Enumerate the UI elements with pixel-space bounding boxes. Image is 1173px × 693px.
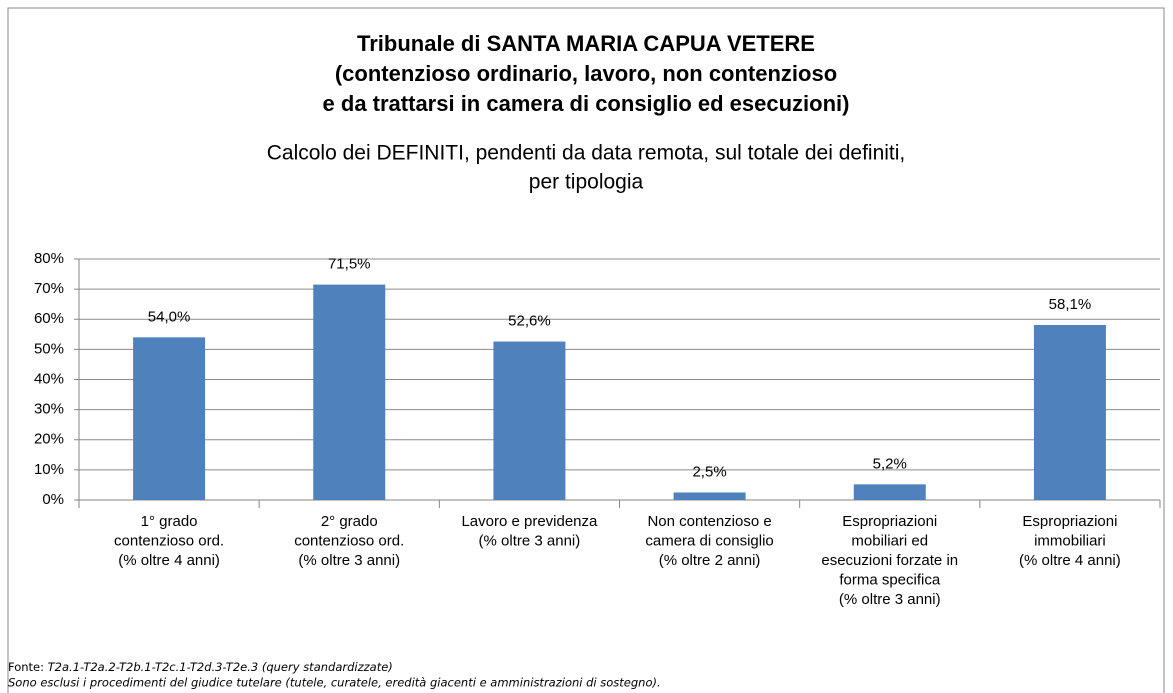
x-tick-label: (% oltre 4 anni) — [118, 552, 220, 569]
value-label: 2,5% — [692, 463, 726, 480]
x-tick-label: contenzioso ord. — [114, 532, 224, 549]
bar — [133, 337, 206, 500]
bar — [853, 484, 926, 500]
x-tick-label: Non contenzioso e — [647, 513, 771, 530]
chart-title: e da trattarsi in camera di consiglio ed… — [323, 91, 850, 116]
x-tick-label: contenzioso ord. — [294, 532, 404, 549]
x-tick-label: forma specifica — [839, 571, 941, 588]
bar — [673, 492, 746, 500]
x-tick-label: (% oltre 2 anni) — [659, 552, 761, 569]
y-tick-label: 30% — [34, 401, 64, 418]
y-tick-label: 10% — [34, 461, 64, 478]
value-label: 52,6% — [508, 313, 551, 330]
x-tick-label: camera di consiglio — [645, 532, 773, 549]
value-label: 5,2% — [873, 455, 907, 472]
y-tick-label: 0% — [42, 491, 64, 508]
y-tick-label: 60% — [34, 310, 64, 327]
bar — [1033, 324, 1106, 500]
y-tick-label: 70% — [34, 280, 64, 297]
bar — [313, 284, 386, 500]
x-tick-label: Lavoro e previdenza — [461, 513, 598, 530]
value-label: 58,1% — [1049, 296, 1092, 313]
y-tick-label: 20% — [34, 431, 64, 448]
x-tick-label: Espropriazioni — [842, 513, 937, 530]
frame — [7, 7, 1165, 693]
x-tick-label: (% oltre 3 anni) — [298, 552, 400, 569]
source: Fonte: T2a.1-T2a.2-T2b.1-T2c.1-T2d.3-T2e… — [8, 660, 393, 674]
x-tick-label: mobiliari ed — [851, 532, 928, 549]
y-tick-label: 40% — [34, 370, 64, 387]
x-tick-label: 2° grado — [321, 513, 378, 530]
chart-title: (contenzioso ordinario, lavoro, non cont… — [335, 61, 837, 86]
chart-title: Tribunale di SANTA MARIA CAPUA VETERE — [357, 31, 815, 56]
source-text: T2a.1-T2a.2-T2b.1-T2c.1-T2d.3-T2e.3 (que… — [48, 660, 393, 674]
value-label: 71,5% — [328, 256, 371, 273]
bar — [493, 341, 566, 500]
x-tick-label: 1° grado — [141, 513, 198, 530]
x-tick-label: immobiliari — [1034, 532, 1106, 549]
x-tick-label: (% oltre 3 anni) — [479, 532, 581, 549]
note: Sono esclusi i procedimenti del giudice … — [8, 676, 661, 690]
chart-subtitle: per tipologia — [529, 171, 644, 194]
chart-subtitle: Calcolo dei DEFINITI, pendenti da data r… — [267, 142, 906, 165]
x-tick-label: (% oltre 3 anni) — [839, 591, 941, 608]
source-label: Fonte: — [8, 660, 44, 674]
y-tick-label: 50% — [34, 340, 64, 357]
value-label: 54,0% — [148, 308, 191, 325]
x-tick-label: esecuzioni forzate in — [821, 552, 958, 569]
x-tick-label: Espropriazioni — [1022, 513, 1117, 530]
y-tick-label: 80% — [34, 250, 64, 267]
x-tick-label: (% oltre 4 anni) — [1019, 552, 1121, 569]
